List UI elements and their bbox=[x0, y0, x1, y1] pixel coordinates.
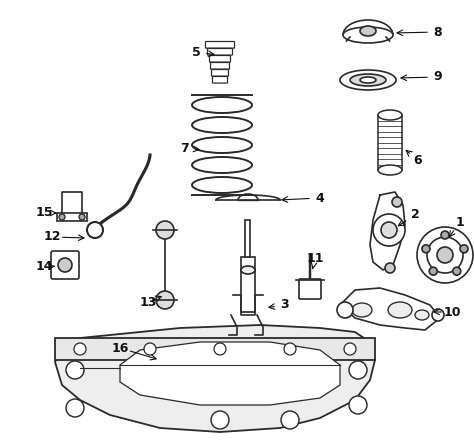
Ellipse shape bbox=[284, 343, 296, 355]
Ellipse shape bbox=[441, 231, 449, 239]
Ellipse shape bbox=[344, 343, 356, 355]
Text: 9: 9 bbox=[434, 70, 442, 84]
Ellipse shape bbox=[373, 214, 405, 246]
FancyBboxPatch shape bbox=[210, 62, 229, 69]
FancyBboxPatch shape bbox=[51, 251, 79, 279]
Ellipse shape bbox=[381, 222, 397, 238]
Ellipse shape bbox=[378, 165, 402, 175]
Ellipse shape bbox=[350, 74, 386, 86]
FancyBboxPatch shape bbox=[212, 77, 228, 83]
Ellipse shape bbox=[281, 411, 299, 429]
Ellipse shape bbox=[79, 214, 85, 220]
Text: 14: 14 bbox=[35, 260, 53, 274]
Ellipse shape bbox=[352, 303, 372, 317]
Ellipse shape bbox=[422, 245, 430, 253]
FancyBboxPatch shape bbox=[210, 56, 230, 62]
FancyBboxPatch shape bbox=[211, 69, 228, 76]
Ellipse shape bbox=[460, 245, 468, 253]
Ellipse shape bbox=[343, 27, 393, 43]
FancyBboxPatch shape bbox=[378, 115, 402, 170]
Ellipse shape bbox=[58, 258, 72, 272]
Polygon shape bbox=[55, 325, 375, 432]
FancyBboxPatch shape bbox=[57, 213, 87, 221]
Text: 12: 12 bbox=[43, 231, 61, 243]
Ellipse shape bbox=[156, 221, 174, 239]
Ellipse shape bbox=[429, 267, 437, 275]
FancyBboxPatch shape bbox=[208, 49, 233, 55]
Ellipse shape bbox=[337, 302, 353, 318]
Text: 1: 1 bbox=[456, 215, 465, 228]
FancyBboxPatch shape bbox=[206, 41, 235, 48]
Ellipse shape bbox=[349, 396, 367, 414]
Ellipse shape bbox=[74, 343, 86, 355]
Text: 4: 4 bbox=[316, 191, 324, 205]
Text: 11: 11 bbox=[306, 251, 324, 264]
Text: 16: 16 bbox=[111, 341, 128, 355]
Ellipse shape bbox=[415, 310, 429, 320]
Ellipse shape bbox=[378, 110, 402, 120]
Ellipse shape bbox=[156, 291, 174, 309]
Ellipse shape bbox=[87, 222, 103, 238]
FancyBboxPatch shape bbox=[55, 338, 375, 360]
Ellipse shape bbox=[360, 26, 376, 36]
Text: 6: 6 bbox=[414, 154, 422, 166]
Ellipse shape bbox=[144, 343, 156, 355]
Text: 3: 3 bbox=[281, 299, 289, 312]
FancyBboxPatch shape bbox=[299, 279, 321, 299]
Ellipse shape bbox=[214, 343, 226, 355]
Text: 8: 8 bbox=[434, 25, 442, 39]
Ellipse shape bbox=[417, 227, 473, 283]
Ellipse shape bbox=[432, 309, 444, 321]
Ellipse shape bbox=[66, 399, 84, 417]
Text: 2: 2 bbox=[410, 209, 419, 222]
Ellipse shape bbox=[360, 77, 376, 83]
Text: 7: 7 bbox=[181, 142, 190, 154]
Ellipse shape bbox=[385, 263, 395, 273]
Ellipse shape bbox=[241, 266, 255, 274]
Text: 13: 13 bbox=[139, 295, 157, 308]
Polygon shape bbox=[120, 342, 340, 405]
Ellipse shape bbox=[211, 411, 229, 429]
Ellipse shape bbox=[340, 70, 396, 90]
Text: 15: 15 bbox=[35, 206, 53, 219]
FancyBboxPatch shape bbox=[241, 257, 255, 312]
Ellipse shape bbox=[427, 237, 463, 273]
Ellipse shape bbox=[349, 361, 367, 379]
Ellipse shape bbox=[392, 197, 402, 207]
Ellipse shape bbox=[59, 214, 65, 220]
Text: 10: 10 bbox=[443, 306, 461, 319]
Ellipse shape bbox=[388, 302, 412, 318]
Text: 5: 5 bbox=[191, 45, 201, 58]
Ellipse shape bbox=[437, 247, 453, 263]
Ellipse shape bbox=[453, 267, 461, 275]
FancyBboxPatch shape bbox=[246, 220, 250, 257]
Ellipse shape bbox=[66, 361, 84, 379]
